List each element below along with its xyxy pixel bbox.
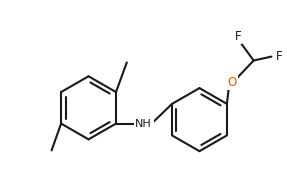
Text: F: F	[234, 30, 241, 43]
Text: NH: NH	[135, 119, 152, 129]
Text: F: F	[276, 50, 283, 63]
Text: O: O	[227, 76, 236, 89]
